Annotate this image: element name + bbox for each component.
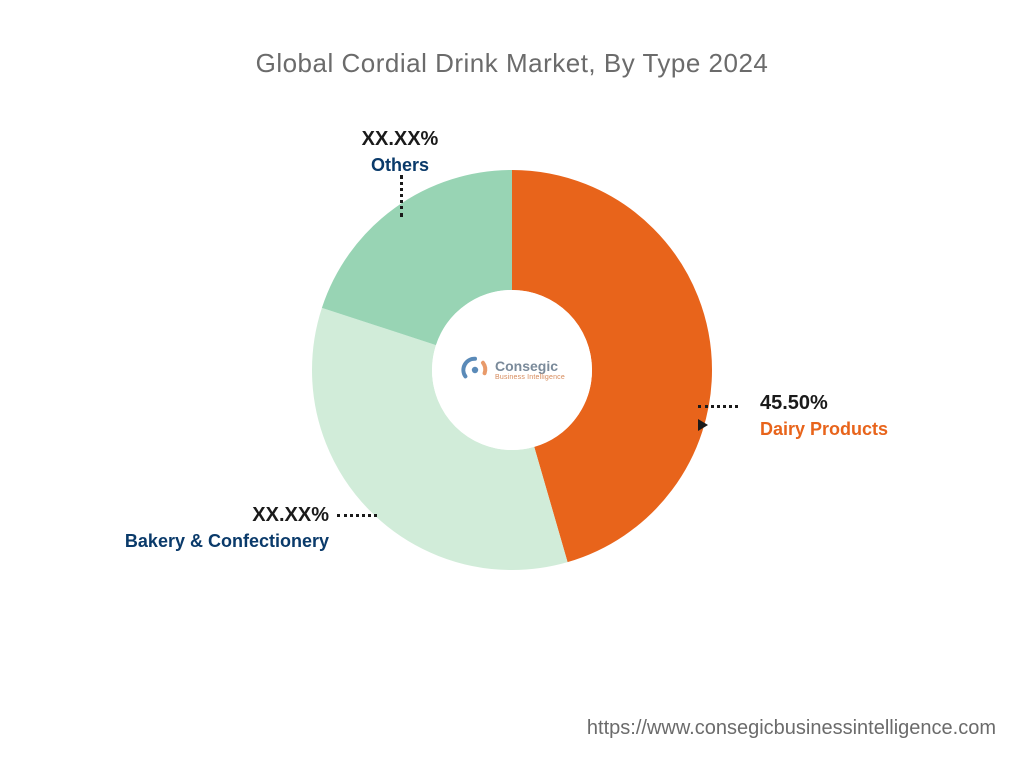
callout-dairy-pct: 45.50% bbox=[760, 390, 888, 417]
logo-text: Consegic Business Intelligence bbox=[495, 359, 565, 381]
logo-brand: Consegic bbox=[495, 359, 565, 374]
callout-dairy-label: Dairy Products bbox=[760, 417, 888, 441]
logo-sub: Business Intelligence bbox=[495, 374, 565, 381]
center-logo: Consegic Business Intelligence bbox=[459, 354, 565, 386]
donut-hole: Consegic Business Intelligence bbox=[432, 290, 592, 450]
chart-title: Global Cordial Drink Market, By Type 202… bbox=[0, 48, 1024, 79]
callout-others-label: Others bbox=[340, 153, 460, 177]
callout-others: XX.XX% Others bbox=[340, 126, 460, 177]
footer-url: https://www.consegicbusinessintelligence… bbox=[587, 717, 996, 740]
callout-bakery-label: Bakery & Confectionery bbox=[99, 529, 329, 553]
logo-mark-icon bbox=[459, 354, 491, 386]
callout-others-pct: XX.XX% bbox=[340, 126, 460, 153]
callout-bakery: XX.XX% Bakery & Confectionery bbox=[99, 502, 329, 553]
callout-dairy: 45.50% Dairy Products bbox=[760, 390, 888, 441]
callout-bakery-pct: XX.XX% bbox=[99, 502, 329, 529]
donut-chart: Consegic Business Intelligence bbox=[312, 170, 712, 570]
